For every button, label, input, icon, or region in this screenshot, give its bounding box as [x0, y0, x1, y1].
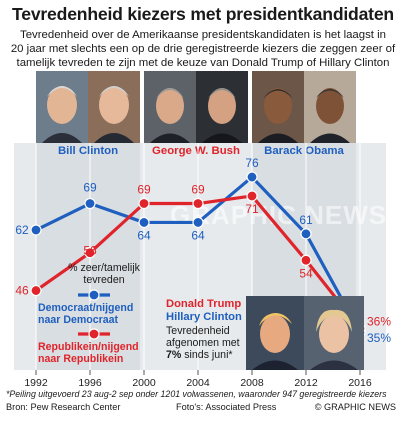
rep-series-point	[300, 254, 312, 266]
x-tick-label: 2000	[132, 377, 156, 389]
rep-series-point	[138, 197, 150, 210]
photo-bush-1	[144, 71, 196, 143]
annotation-line: 7% sinds juni*	[166, 349, 240, 361]
rep-data-label: 36%	[367, 314, 391, 328]
rep-data-label: 69	[137, 183, 151, 197]
photo-trump	[246, 296, 304, 370]
rep-series-point	[192, 197, 204, 210]
legend-rep-line: Republikein/nijgend	[38, 341, 139, 353]
photo-clinton-1	[36, 71, 88, 143]
photo-bush-2	[196, 71, 248, 143]
photo-obama-1	[252, 71, 304, 143]
source: Bron: Pew Research Center	[6, 402, 121, 412]
dem-data-label: 62	[15, 223, 29, 237]
dem-data-label: 61	[299, 213, 313, 227]
annotation-trump: Donald Trump	[166, 298, 242, 310]
dem-data-label: 64	[191, 228, 205, 242]
dem-data-label: 69	[83, 181, 97, 195]
rep-series-point	[246, 190, 258, 202]
legend-dem-swatch-dot	[88, 289, 100, 301]
dem-series-point	[300, 228, 312, 240]
subtitle: Tevredenheid over de Amerikaanse preside…	[6, 28, 400, 70]
legend-rep-line: naar Republikein	[38, 353, 124, 365]
annotation-line: afgenomen met	[166, 337, 240, 349]
president-label-obama: Barack Obama	[264, 145, 344, 157]
copyright: © GRAPHIC NEWS	[314, 402, 396, 412]
annotation-pct: 7%	[166, 349, 182, 361]
photo-obama-2	[304, 71, 356, 143]
x-tick-label: 1996	[78, 377, 102, 389]
annotation-line-rest: sinds juni*	[181, 349, 233, 361]
rep-data-label: 56	[83, 244, 97, 258]
annotation-text: Tevredenheid afgenomen met 7% sinds juni…	[166, 325, 240, 361]
legend-dem-line: naar Democraat	[38, 314, 119, 326]
rep-data-label: 46	[15, 284, 29, 298]
measure-legend-line: % zeer/tamelijk	[68, 262, 140, 274]
dem-series-point	[138, 216, 150, 229]
x-tick-label: 2008	[240, 377, 264, 389]
subtitle-line: Tevredenheid over de Amerikaanse preside…	[20, 29, 386, 41]
annotation-clinton: Hillary Clinton	[166, 311, 242, 323]
rep-series-point	[30, 284, 42, 297]
subtitle-line: 20 jaar met slechts een op de drie gereg…	[10, 43, 396, 55]
dem-series-point	[30, 224, 42, 236]
page-title: Tevredenheid kiezers met presidentkandid…	[12, 4, 394, 24]
dem-series-point	[246, 171, 258, 183]
photo-hillary-clinton	[304, 296, 364, 370]
annotation-line: Tevredenheid	[166, 325, 230, 337]
photo-credit: Foto's: Associated Press	[176, 402, 277, 412]
dem-data-label: 64	[137, 228, 151, 242]
measure-legend: % zeer/tamelijk tevreden	[58, 262, 150, 286]
x-tick-label: 2004	[186, 377, 210, 389]
rep-series-point	[84, 247, 96, 259]
rep-data-label: 54	[299, 266, 313, 280]
dem-series-point	[192, 216, 204, 229]
dem-series-point	[84, 197, 96, 210]
legend-rep-swatch-dot	[88, 328, 100, 340]
legend-dem-line: Democraat/nijgend	[38, 302, 134, 314]
dem-data-label: 35%	[367, 331, 391, 345]
subtitle-line: tamelijk tevreden te zijn met de keuze v…	[16, 57, 390, 69]
president-label-clinton: Bill Clinton	[57, 145, 119, 157]
x-tick-label: 2012	[294, 377, 318, 389]
president-label-bush: George W. Bush	[152, 145, 240, 157]
x-tick-label: 2016	[348, 377, 372, 389]
footnote: *Peiling uitgevoerd 23 aug-2 sep onder 1…	[6, 389, 387, 399]
rep-data-label: 69	[191, 183, 205, 197]
rep-data-label: 71	[245, 202, 259, 216]
legend-rep: Republikein/nijgend naar Republikein	[38, 341, 139, 365]
x-tick-label: 1992	[24, 377, 48, 389]
legend-dem: Democraat/nijgend naar Democraat	[38, 302, 133, 326]
photo-clinton-2	[88, 71, 140, 143]
measure-legend-line: tevreden	[83, 274, 125, 286]
dem-data-label: 76	[245, 156, 259, 170]
